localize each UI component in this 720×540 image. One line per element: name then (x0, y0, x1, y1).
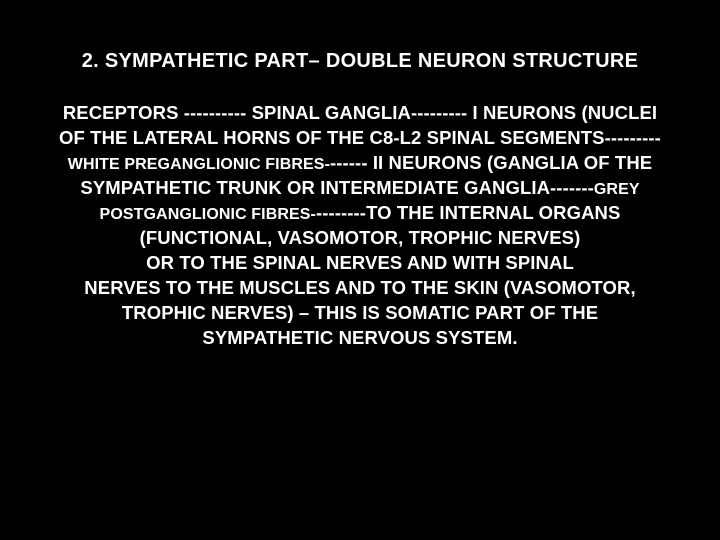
body-line-3-big: ------ ІІ NEURONS (GANGLIA OF THE (330, 152, 652, 173)
body-line-6: (FUNCTIONAL, VASOMOTOR, TROPHIC NERVES) (140, 227, 581, 248)
body-line-7: OR TO THE SPINAL NERVES AND WITH SPINAL (146, 252, 574, 273)
body-line-4-big: SYMPATHETIC TRUNK OR INTERMEDIATE GANGLI… (80, 177, 594, 198)
body-line-5-big: --------TO THE INTERNAL ORGANS (316, 202, 620, 223)
body-line-5-small: POSTGANGLIONIC FIBRES- (100, 206, 316, 223)
body-line-4-small: GREY (594, 181, 640, 198)
slide-body: RECEPTORS ---------- SPINAL GANGLIA-----… (30, 101, 690, 351)
body-line-10: SYMPATHETIC NERVOUS SYSTEM. (202, 327, 517, 348)
body-line-2: OF THE LATERAL HORNS OF THE C8-L2 SPINAL… (59, 127, 661, 148)
slide-title: 2. SYMPATHETIC PART– DOUBLE NEURON STRUC… (30, 50, 690, 73)
body-line-3-small: WHITE PREGANGLIONIC FIBRES- (68, 156, 330, 173)
body-line-1: RECEPTORS ---------- SPINAL GANGLIA-----… (63, 102, 657, 123)
slide: 2. SYMPATHETIC PART– DOUBLE NEURON STRUC… (0, 0, 720, 540)
body-line-9: TROPHIC NERVES) – THIS IS SOMATIC PART O… (122, 302, 598, 323)
body-line-8: NERVES TO THE MUSCLES AND TO THE SKIN (V… (84, 277, 635, 298)
